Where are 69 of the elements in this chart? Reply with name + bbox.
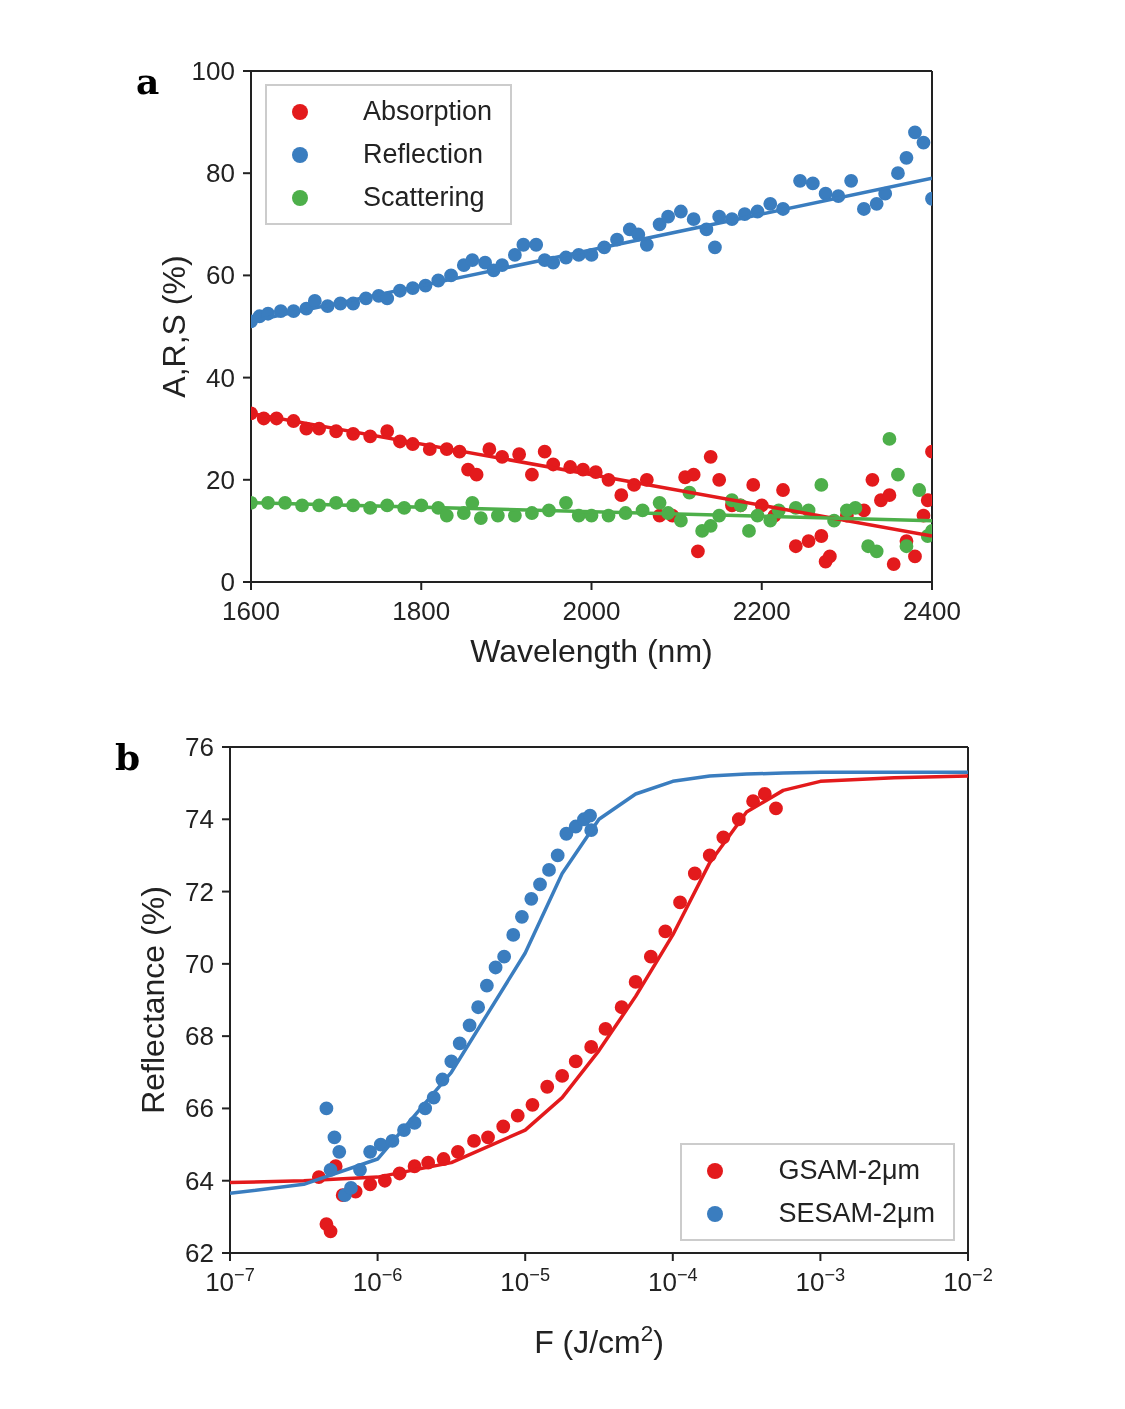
point xyxy=(776,483,790,497)
y-axis-title: Reflectance (%) xyxy=(135,886,171,1114)
legend-label: Absorption xyxy=(363,96,493,127)
point xyxy=(891,467,905,482)
legend-label: Scattering xyxy=(363,182,485,213)
point xyxy=(652,495,667,510)
point xyxy=(912,483,927,497)
y-tick-label: 60 xyxy=(206,260,235,291)
x-axis-title: F (J/cm$^{2}$) xyxy=(534,1320,664,1360)
x-tick-label: 10$^{−2}$ xyxy=(943,1265,993,1297)
point xyxy=(525,467,539,482)
x-tick-label: 2200 xyxy=(732,596,791,626)
point xyxy=(703,449,718,464)
point xyxy=(746,478,761,492)
point xyxy=(908,549,922,564)
y-tick-label: 62 xyxy=(185,1238,214,1268)
point xyxy=(482,442,497,457)
point xyxy=(439,508,454,523)
point xyxy=(742,524,756,538)
chart-title: b xyxy=(115,736,141,778)
y-tick-label: 80 xyxy=(206,158,235,189)
point xyxy=(848,501,863,515)
y-tick-label: 66 xyxy=(185,1093,214,1124)
legend-label: GSAM-2μm xyxy=(778,1155,920,1186)
point xyxy=(712,472,727,487)
y-tick-label: 64 xyxy=(185,1165,214,1196)
point xyxy=(886,557,901,572)
point xyxy=(537,444,552,459)
y-tick-label: 74 xyxy=(185,804,214,835)
y-tick-label: 0 xyxy=(220,567,235,597)
point xyxy=(512,447,527,462)
point xyxy=(686,467,701,482)
point xyxy=(814,478,829,492)
x-tick-label: 10$^{−6}$ xyxy=(352,1265,403,1297)
y-tick-label: 72 xyxy=(185,876,214,907)
x-tick-label: 10$^{−5}$ xyxy=(500,1265,551,1297)
x-tick-label: 10$^{−4}$ xyxy=(647,1265,698,1297)
point xyxy=(469,467,484,482)
legend-label: SESAM-2μm xyxy=(778,1198,935,1229)
x-axis-title: Wavelength (nm) xyxy=(470,633,713,669)
x-tick-label: 10$^{−7}$ xyxy=(205,1265,255,1297)
point xyxy=(882,488,897,503)
point xyxy=(559,495,573,510)
x-tick-label: 1600 xyxy=(222,596,280,626)
y-tick-label: 70 xyxy=(185,948,214,979)
point xyxy=(822,549,837,564)
x-tick-label: 1800 xyxy=(392,596,451,626)
legend-label: Reflection xyxy=(363,139,484,170)
point xyxy=(473,511,488,526)
point xyxy=(788,539,803,554)
x-tick-label: 2000 xyxy=(562,596,621,626)
point xyxy=(882,432,897,446)
point xyxy=(869,544,884,559)
point xyxy=(614,488,629,503)
point xyxy=(691,544,705,559)
point xyxy=(899,539,914,554)
y-tick-label: 100 xyxy=(191,56,235,86)
x-tick-label: 10$^{−3}$ xyxy=(795,1265,846,1297)
y-axis-title: A,R,S (%) xyxy=(156,255,192,398)
y-tick-label: 68 xyxy=(185,1021,214,1052)
point xyxy=(801,534,816,549)
y-tick-label: 76 xyxy=(185,732,214,762)
point xyxy=(703,518,718,533)
point xyxy=(865,472,880,487)
point xyxy=(814,529,829,543)
y-tick-label: 20 xyxy=(206,464,235,495)
y-tick-label: 40 xyxy=(206,362,235,393)
x-tick-label: 2400 xyxy=(903,596,961,626)
chart-title: a xyxy=(136,60,160,102)
